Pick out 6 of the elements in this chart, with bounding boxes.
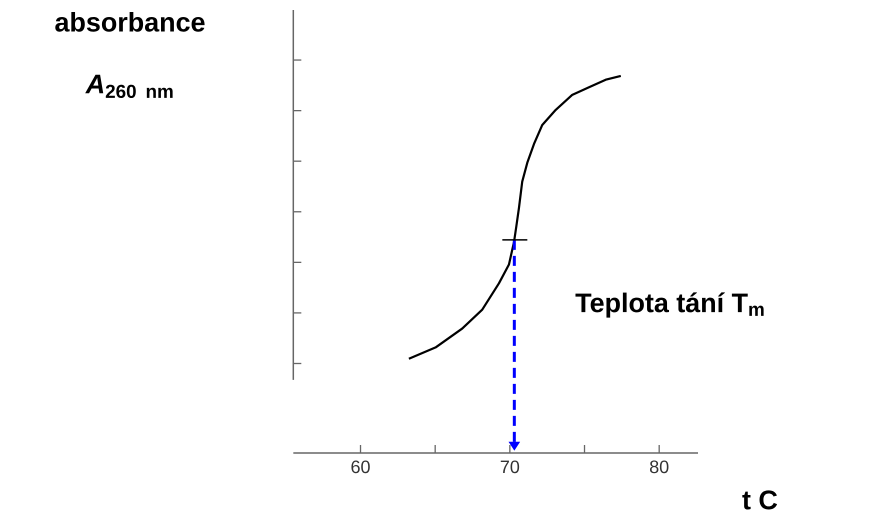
x-tick-label: 70 [500, 460, 520, 474]
x-tick-label: 60 [351, 460, 370, 474]
x-tick-label: 80 [650, 460, 668, 474]
x-axis-title: t C [742, 490, 778, 510]
text: absorbance A$_{260 nm}$ [55, 12, 205, 98]
ref-line-label: Teplota tání T$_{m}$ [575, 292, 764, 318]
